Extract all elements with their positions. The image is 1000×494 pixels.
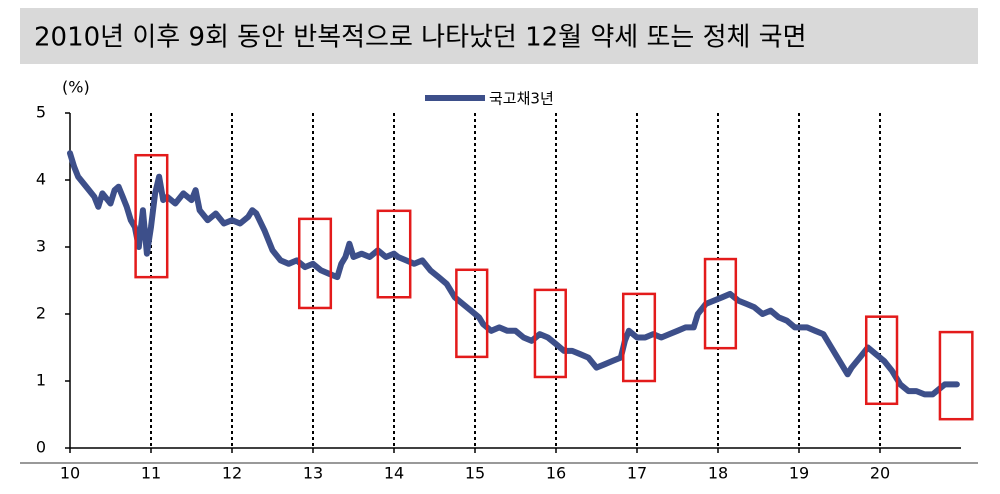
x-tick-label: 19 xyxy=(789,464,809,483)
y-tick-label: 3 xyxy=(36,237,46,256)
y-tick-label: 1 xyxy=(36,371,46,390)
x-tick-label: 17 xyxy=(627,464,647,483)
x-tick-label: 14 xyxy=(384,464,404,483)
y-tick-label: 5 xyxy=(36,103,46,122)
y-tick-label: 4 xyxy=(36,170,46,189)
highlight-box xyxy=(297,217,333,310)
highlight-box xyxy=(703,257,738,350)
y-tick-label: 0 xyxy=(36,438,46,457)
y-tick-label: 2 xyxy=(36,304,46,323)
title-bar xyxy=(20,8,978,64)
highlight-box xyxy=(938,330,974,421)
x-tick-label: 13 xyxy=(303,464,323,483)
highlight-box xyxy=(376,209,412,299)
chart-title: 2010년 이후 9회 동안 반복적으로 나타났던 12월 약세 또는 정체 국… xyxy=(34,23,807,53)
series-line xyxy=(67,150,960,398)
highlight-box xyxy=(864,315,899,406)
y-unit-label: (%) xyxy=(62,78,90,97)
x-tick-label: 12 xyxy=(222,464,242,483)
x-tick-label: 16 xyxy=(546,464,566,483)
highlight-box xyxy=(621,292,657,383)
legend-label: 국고채3년 xyxy=(489,90,554,108)
highlight-box xyxy=(455,268,489,359)
x-tick-label: 15 xyxy=(465,464,485,483)
x-tick-label: 20 xyxy=(870,464,890,483)
x-tick-label: 18 xyxy=(708,464,728,483)
highlight-box xyxy=(533,288,567,379)
x-tick-label: 10 xyxy=(60,464,80,483)
highlight-box xyxy=(134,153,169,279)
x-tick-label: 11 xyxy=(141,464,161,483)
